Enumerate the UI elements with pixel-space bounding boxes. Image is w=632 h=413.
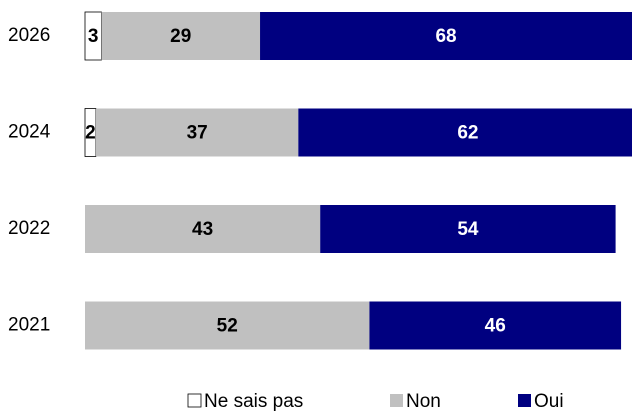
legend-label: Ne sais pas xyxy=(204,391,303,412)
data-label: 29 xyxy=(170,26,191,47)
data-label: 54 xyxy=(457,219,479,240)
bar-segment xyxy=(369,301,622,350)
bar-segment xyxy=(320,205,616,253)
bar-segment xyxy=(85,205,321,253)
data-label: 2 xyxy=(85,123,96,144)
y-tick-label: 2021 xyxy=(8,315,50,336)
data-label: 62 xyxy=(457,123,478,144)
bar-segment xyxy=(298,108,632,157)
legend-swatch xyxy=(187,393,202,408)
bar-segment xyxy=(95,108,299,157)
legend-swatch xyxy=(390,394,403,407)
data-label: 52 xyxy=(217,316,238,337)
data-label: 68 xyxy=(435,26,456,47)
bar-segment xyxy=(260,12,632,60)
legend-swatch xyxy=(518,394,531,407)
legend-label: Oui xyxy=(534,391,564,412)
y-tick-label: 2026 xyxy=(8,25,50,46)
data-label: 46 xyxy=(485,316,506,337)
y-tick-label: 2024 xyxy=(8,122,51,143)
bar-segment xyxy=(85,301,370,350)
y-tick-label: 2022 xyxy=(8,218,50,239)
data-label: 37 xyxy=(187,123,208,144)
data-label: 3 xyxy=(88,26,99,47)
bar-segment xyxy=(101,12,261,60)
data-label: 43 xyxy=(192,219,213,240)
legend-label: Non xyxy=(406,391,441,412)
